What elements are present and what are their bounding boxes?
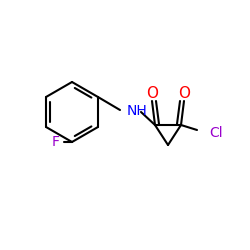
Text: Cl: Cl [209,126,223,140]
Text: O: O [178,86,190,100]
Text: NH: NH [127,104,148,118]
Text: F: F [52,135,60,149]
Text: O: O [146,86,158,100]
